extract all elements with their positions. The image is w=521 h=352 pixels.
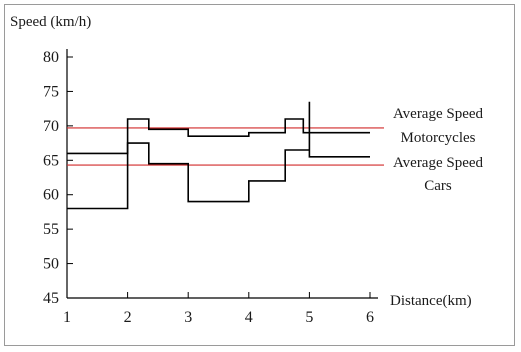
y-tick-label: 60 bbox=[43, 187, 59, 204]
y-axis-title: Speed (km/h) bbox=[10, 14, 91, 30]
y-tick-label: 80 bbox=[43, 49, 59, 66]
x-tick-label: 5 bbox=[305, 309, 313, 326]
x-axis-title: Distance(km) bbox=[390, 293, 472, 309]
series-lines bbox=[67, 101, 370, 210]
series-line-motorcycles bbox=[67, 118, 370, 155]
y-tick-label: 50 bbox=[43, 256, 59, 273]
x-tick-label: 1 bbox=[63, 309, 71, 326]
y-tick-label: 55 bbox=[43, 221, 59, 238]
y-tick-label: 75 bbox=[43, 83, 59, 100]
legend-motorcycles-line2: Motorcycles bbox=[401, 130, 476, 146]
y-tick-label: 70 bbox=[43, 118, 59, 135]
x-tick-label: 2 bbox=[124, 309, 132, 326]
y-tick-label: 45 bbox=[43, 290, 59, 307]
reference-lines bbox=[67, 127, 384, 166]
legend-cars-line1: Average Speed bbox=[393, 155, 484, 171]
series-line-cars bbox=[67, 101, 370, 210]
x-tick-label: 3 bbox=[184, 309, 192, 326]
legend-cars-line2: Cars bbox=[424, 178, 452, 194]
legend-motorcycles: Average Speed Motorcycles bbox=[393, 106, 484, 146]
x-tick-label: 6 bbox=[366, 309, 374, 326]
chart-frame bbox=[4, 4, 515, 346]
y-tick-label: 65 bbox=[43, 152, 59, 169]
legend-cars: Average Speed Cars bbox=[393, 155, 484, 194]
legend-motorcycles-line1: Average Speed bbox=[393, 106, 484, 122]
x-tick-label: 4 bbox=[245, 309, 253, 326]
